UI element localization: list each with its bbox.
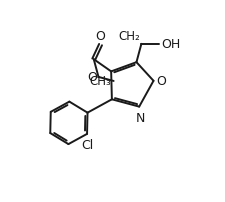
Text: OH: OH [161, 38, 180, 51]
Text: O: O [157, 74, 166, 87]
Text: Cl: Cl [81, 138, 93, 151]
Text: O: O [96, 30, 106, 43]
Text: N: N [135, 112, 145, 124]
Text: CH₃: CH₃ [90, 75, 111, 88]
Text: CH₂: CH₂ [119, 30, 140, 43]
Text: O: O [88, 71, 97, 84]
